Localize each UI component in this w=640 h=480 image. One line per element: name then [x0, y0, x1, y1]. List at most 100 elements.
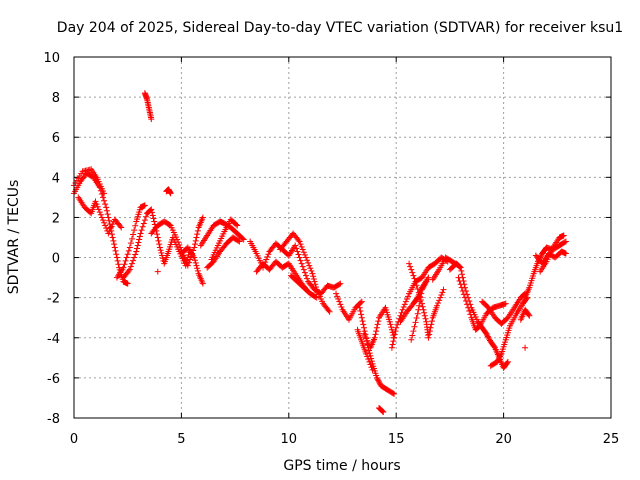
data-point-marker: [368, 364, 375, 371]
data-point-marker: [497, 353, 504, 360]
data-point-marker: [298, 260, 305, 267]
data-point-marker: [376, 380, 383, 387]
data-point-marker: [304, 257, 311, 264]
data-point-marker: [193, 234, 200, 241]
data-point-marker: [125, 247, 132, 254]
data-point-marker: [373, 374, 380, 381]
data-point-marker: [483, 330, 490, 337]
data-point-marker: [102, 222, 109, 229]
data-point-marker: [418, 290, 425, 297]
data-point-marker: [439, 289, 446, 296]
data-point-marker: [406, 260, 413, 267]
data-point-marker: [194, 265, 201, 272]
data-point-marker: [235, 237, 242, 244]
data-point-marker: [154, 234, 161, 241]
y-tick-label: 2: [52, 211, 60, 226]
data-point-marker: [485, 334, 492, 341]
data-point-marker: [101, 197, 108, 204]
data-point-marker: [299, 263, 306, 270]
data-point-marker: [374, 376, 381, 383]
data-point-marker: [305, 259, 312, 266]
data-point-marker: [413, 315, 420, 322]
data-point-marker: [154, 268, 161, 275]
data-point-marker: [389, 341, 396, 348]
data-point-marker: [361, 328, 368, 335]
axis-ticks: 0 5 10 15 20 25 -8 -6 -4 -2 0 2 4 6 8 10: [43, 51, 619, 447]
data-point-marker: [415, 306, 422, 313]
data-point-marker: [460, 291, 467, 298]
data-point-marker: [296, 254, 303, 261]
data-point-marker: [419, 303, 426, 310]
data-point-marker: [456, 277, 463, 284]
data-point-marker: [131, 254, 138, 261]
y-tick-label: 0: [52, 252, 60, 267]
data-point-marker: [422, 315, 429, 322]
data-point-marker: [399, 306, 406, 313]
data-point-marker: [134, 242, 141, 249]
data-point-marker: [233, 221, 240, 228]
data-point-marker: [293, 245, 300, 252]
data-point-marker: [103, 207, 110, 214]
data-point-marker: [177, 244, 184, 251]
data-point-marker: [360, 324, 367, 331]
x-tick-label: 0: [70, 432, 78, 447]
data-point-marker: [139, 223, 146, 230]
data-point-marker: [234, 222, 241, 229]
data-point-marker: [416, 293, 423, 300]
y-tick-label: 10: [43, 51, 60, 66]
data-point-marker: [118, 224, 125, 231]
data-point-marker: [301, 251, 308, 258]
data-point-marker: [156, 241, 163, 248]
data-point-marker: [525, 311, 532, 318]
data-point-marker: [426, 331, 433, 338]
data-point-marker: [193, 262, 200, 269]
data-point-marker: [265, 251, 272, 258]
data-point-marker: [185, 259, 192, 266]
data-point-marker: [375, 318, 382, 325]
data-point-marker: [497, 352, 504, 359]
data-point-marker: [111, 244, 118, 251]
data-point-marker: [325, 307, 332, 314]
data-point-marker: [127, 263, 134, 270]
data-point-marker: [412, 278, 419, 285]
data-point-marker: [310, 273, 317, 280]
data-point-marker: [199, 214, 206, 221]
data-point-marker: [360, 321, 367, 328]
data-point-marker: [105, 214, 112, 221]
data-point-marker: [310, 275, 317, 282]
data-point-marker: [110, 237, 117, 244]
data-point-marker: [117, 223, 124, 230]
data-point-marker: [136, 236, 143, 243]
x-axis-label: GPS time / hours: [283, 458, 400, 474]
data-point-marker: [464, 301, 471, 308]
data-point-marker: [302, 254, 309, 261]
data-point-marker: [136, 233, 143, 240]
data-point-marker: [240, 236, 247, 243]
data-point-marker: [103, 225, 110, 232]
data-point-marker: [151, 218, 158, 225]
data-point-marker: [408, 336, 415, 343]
data-point-marker: [148, 206, 155, 213]
data-point-marker: [123, 254, 130, 261]
data-point-marker: [191, 254, 198, 261]
data-point-marker: [130, 257, 137, 264]
data-point-marker: [120, 264, 127, 271]
data-point-marker: [300, 249, 307, 256]
data-point-marker: [96, 209, 103, 216]
data-point-marker: [157, 247, 164, 254]
data-point-marker: [421, 312, 428, 319]
data-point-marker: [192, 237, 199, 244]
data-point-marker: [334, 293, 341, 300]
data-point-marker: [236, 238, 243, 245]
data-point-marker: [475, 324, 482, 331]
data-point-marker: [463, 298, 470, 305]
data-point-marker: [504, 358, 511, 365]
data-point-marker: [128, 235, 135, 242]
data-point-marker: [461, 294, 468, 301]
data-point-marker: [124, 251, 131, 258]
data-point-marker: [122, 257, 129, 264]
data-point-marker: [311, 278, 318, 285]
data-point-marker: [135, 239, 142, 246]
data-point-marker: [114, 257, 121, 264]
data-point-marker: [486, 336, 493, 343]
